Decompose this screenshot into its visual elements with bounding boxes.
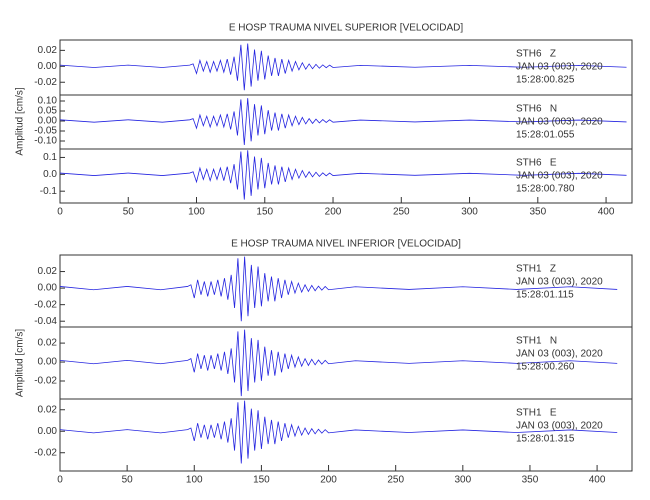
y-tick-label: -0.02 <box>34 299 57 310</box>
trace <box>59 400 618 464</box>
trace-station: STH6 Z <box>516 49 556 60</box>
trace-station: STH1 E <box>516 408 557 419</box>
y-tick-label: -0.02 <box>34 376 57 387</box>
y-tick-label: -0.02 <box>34 77 57 88</box>
trace-date: JAN 03 (003), 2020 <box>516 349 603 360</box>
x-tick-label: 150 <box>253 475 270 486</box>
chart-title: E HOSP TRAUMA NIVEL INFERIOR [VELOCIDAD] <box>231 239 461 250</box>
trace-date: JAN 03 (003), 2020 <box>516 171 603 182</box>
trace-station: STH6 E <box>516 158 557 169</box>
trace-date: JAN 03 (003), 2020 <box>516 62 603 73</box>
trace-station: STH1 N <box>516 336 557 347</box>
y-tick-label: -0.02 <box>34 447 57 458</box>
x-tick-label: 350 <box>529 207 546 218</box>
y-tick-label: -0.04 <box>34 316 57 327</box>
y-tick-label: 0.02 <box>38 338 58 349</box>
x-tick-label: 250 <box>393 207 410 218</box>
x-tick-label: 0 <box>57 207 63 218</box>
trace-station: STH1 Z <box>516 264 556 275</box>
x-tick-label: 50 <box>123 207 135 218</box>
panel-frame <box>59 148 633 204</box>
panel-frame <box>59 398 633 472</box>
x-tick-label: 300 <box>454 475 471 486</box>
y-tick-label: 0.00 <box>38 357 58 368</box>
x-tick-label: 400 <box>598 207 615 218</box>
y-tick-label: 0.02 <box>38 266 58 277</box>
trace <box>59 150 627 200</box>
chart-title: E HOSP TRAUMA NIVEL SUPERIOR [VELOCIDAD] <box>229 23 464 34</box>
y-axis-label: Amplitud [cm/s] <box>15 329 26 398</box>
x-tick-label: 400 <box>589 475 606 486</box>
x-tick-label: 200 <box>320 475 337 486</box>
y-tick-label: 0.05 <box>38 106 58 117</box>
y-tick-label: -0.10 <box>34 136 57 147</box>
y-tick-label: 0.1 <box>43 152 57 163</box>
y-axis-label: Amplitud [cm/s] <box>15 87 26 156</box>
trace-time: 15:28:00.260 <box>516 362 575 373</box>
trace <box>59 329 618 397</box>
y-tick-label: -0.05 <box>34 126 57 137</box>
trace <box>59 43 627 91</box>
x-tick-label: 300 <box>461 207 478 218</box>
trace-date: JAN 03 (003), 2020 <box>516 277 603 288</box>
trace-time: 15:28:01.315 <box>516 434 575 445</box>
y-tick-label: 0.00 <box>38 61 58 72</box>
trace <box>59 98 627 146</box>
trace <box>59 256 618 322</box>
x-tick-label: 150 <box>256 207 273 218</box>
x-tick-label: 100 <box>188 207 205 218</box>
trace-time: 15:28:00.825 <box>516 75 575 86</box>
y-tick-label: 0.0 <box>43 169 57 180</box>
x-tick-label: 0 <box>57 475 63 486</box>
trace-time: 15:28:01.055 <box>516 130 575 141</box>
y-tick-label: 0.00 <box>38 116 58 127</box>
x-tick-label: 50 <box>122 475 134 486</box>
trace-date: JAN 03 (003), 2020 <box>516 117 603 128</box>
trace-date: JAN 03 (003), 2020 <box>516 421 603 432</box>
trace-time: 15:28:00.780 <box>516 184 575 195</box>
y-tick-label: 0.02 <box>38 45 58 56</box>
trace-station: STH6 N <box>516 104 557 115</box>
y-tick-label: -0.1 <box>40 186 58 197</box>
y-tick-label: 0.10 <box>38 96 58 107</box>
y-tick-label: 0.00 <box>38 426 58 437</box>
trace-time: 15:28:01.115 <box>516 290 574 301</box>
x-tick-label: 100 <box>186 475 203 486</box>
x-tick-label: 350 <box>522 475 539 486</box>
y-tick-label: 0.00 <box>38 283 58 294</box>
x-tick-label: 250 <box>387 475 404 486</box>
x-tick-label: 200 <box>325 207 342 218</box>
y-tick-label: 0.02 <box>38 404 58 415</box>
